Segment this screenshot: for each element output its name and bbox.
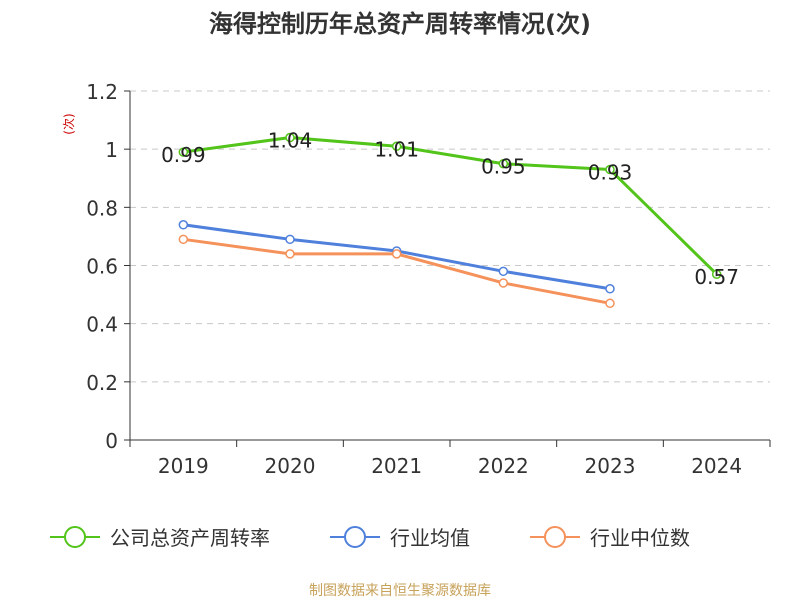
data-label-layer: 0.99 1.04 1.01 0.95 0.93 0.57	[161, 129, 739, 290]
data-label: 0.93	[588, 161, 633, 185]
source-note: 制图数据来自恒生聚源数据库	[309, 583, 491, 599]
data-point	[498, 266, 509, 277]
y-tick-label: 1.2	[86, 80, 118, 104]
series-line	[183, 136, 718, 276]
data-point	[711, 269, 722, 279]
legend-marker	[544, 526, 566, 548]
data-point	[178, 234, 189, 245]
y-tick-label: 0.8	[86, 196, 118, 220]
data-point	[285, 234, 295, 245]
data-point	[605, 164, 615, 175]
y-tick-label: 0.4	[86, 313, 118, 337]
legend-item: 公司总资产周转率	[50, 526, 270, 550]
x-tick-label: 2023	[585, 454, 636, 478]
data-point	[498, 158, 509, 169]
axis-layer: 0 0.2 0.4 0.6 0.8 1 1.2 2019 2020 2021 2022 2023 202…	[86, 80, 771, 478]
data-point	[605, 298, 615, 309]
legend-label: 行业中位数	[590, 526, 690, 550]
x-tick-label: 2021	[371, 454, 422, 478]
legend-label: 行业均值	[390, 526, 470, 550]
x-tick-label: 2024	[691, 454, 742, 478]
data-point	[498, 278, 509, 288]
x-tick-label: 2019	[158, 454, 209, 478]
data-label: 1.04	[268, 129, 313, 153]
data-label: 0.99	[161, 143, 206, 167]
y-axis-label: (次)	[62, 113, 76, 134]
data-point	[178, 147, 189, 157]
legend-item: 行业均值	[330, 526, 470, 550]
legend: 公司总资产周转率 行业均值 行业中位数	[50, 526, 690, 550]
legend-label: 公司总资产周转率	[110, 526, 270, 550]
y-tick-label: 0	[105, 429, 118, 453]
data-point	[605, 284, 615, 294]
data-point	[391, 141, 402, 152]
legend-marker	[344, 526, 366, 548]
y-tick-label: 0.2	[86, 371, 118, 395]
data-point	[285, 249, 295, 259]
data-point	[178, 220, 189, 230]
data-point	[285, 132, 295, 143]
data-point	[391, 249, 402, 259]
y-tick-label: 0.6	[86, 255, 118, 279]
y-tick-label: 1	[105, 138, 118, 162]
chart-title: 海得控制历年总资产周转率情况(次)	[209, 10, 591, 38]
data-label: 0.95	[481, 155, 526, 179]
legend-item: 行业中位数	[530, 526, 690, 550]
x-tick-label: 2022	[478, 454, 529, 478]
legend-marker	[64, 526, 86, 548]
data-label: 1.01	[374, 137, 419, 161]
data-label: 0.57	[694, 265, 739, 289]
grid-layer	[130, 90, 770, 383]
series-layer	[178, 132, 722, 309]
x-tick-label: 2020	[265, 454, 316, 478]
